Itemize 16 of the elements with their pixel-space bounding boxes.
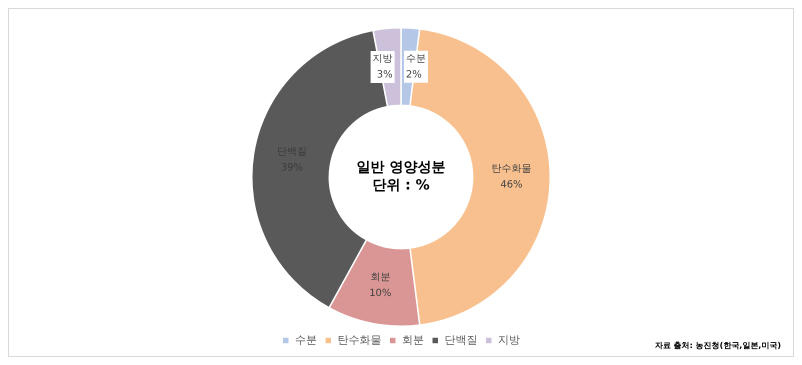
- data-label: 10%: [369, 288, 392, 300]
- text: 일반 영양성분: [356, 160, 446, 176]
- slice-label: 수분: [406, 53, 426, 64]
- legend-label: 수분: [294, 333, 317, 346]
- slice-label: 지방: [372, 54, 393, 65]
- slice-label: 회분: [370, 272, 390, 284]
- legend-label: 단백질: [444, 333, 478, 346]
- text: 단위 : %: [372, 178, 430, 194]
- data-label: 46%: [500, 180, 523, 191]
- legend-label: 탄수화물: [337, 333, 382, 346]
- data-label: 2%: [406, 69, 422, 80]
- data-label: 3%: [376, 70, 393, 81]
- text: 자료 출처: 농진청(한국,일본,미국): [654, 341, 781, 350]
- legend-label: 지방: [498, 333, 520, 346]
- slice-label: 탄수화물: [491, 164, 532, 175]
- legend-label: 회분: [402, 333, 424, 346]
